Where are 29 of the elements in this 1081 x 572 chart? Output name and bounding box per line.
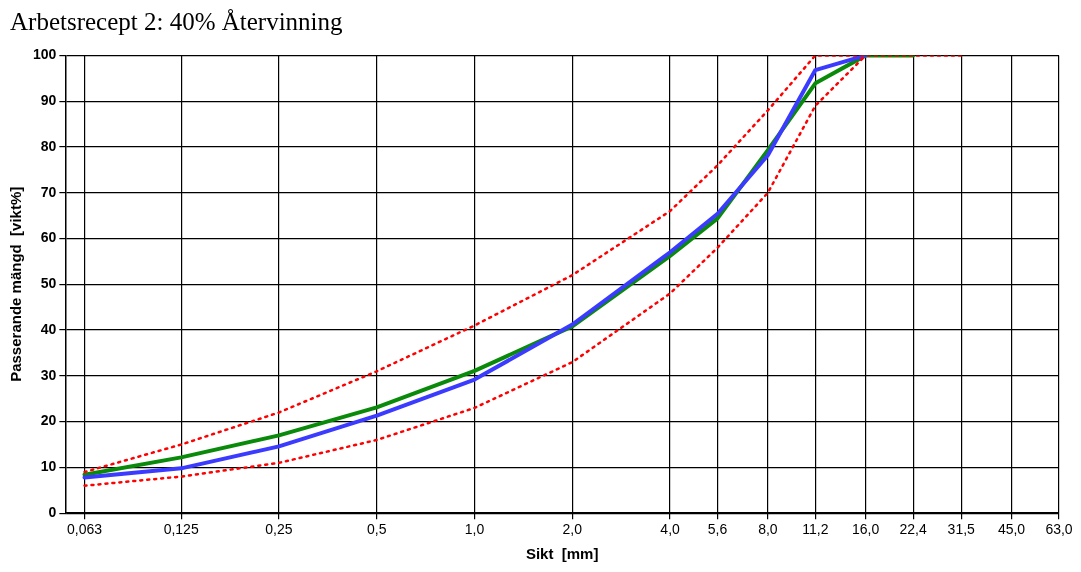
x-tick-label: 5,6 [707,521,728,538]
x-tick-label: 1,0 [464,521,485,538]
x-tick-label: 31,5 [947,521,976,538]
x-tick-label: 0,125 [163,521,199,538]
y-tick-label: 90 [40,92,57,109]
x-tick-label: 16,0 [852,521,880,538]
x-tick-label: 4,0 [660,521,681,538]
x-tick-label: 63,0 [1045,521,1073,538]
y-tick-label: 40 [40,320,57,337]
y-tick-label: 10 [40,458,57,475]
y-axis-title: Passerande mängd [vikt%] [7,186,25,382]
x-tick-label: 22,4 [899,521,927,538]
x-tick-label: 8,0 [758,521,778,538]
y-tick-label: 0 [48,504,57,521]
y-tick-label: 80 [40,137,57,154]
y-tick-label: 60 [40,229,57,246]
chart-title: Arbetsrecept 2: 40% Återvinning [10,8,343,36]
y-tick-label: 20 [40,412,57,429]
y-tick-label: 50 [40,275,57,292]
x-tick-label: 0,25 [265,521,293,538]
y-tick-label: 70 [40,183,57,200]
x-tick-label: 11,2 [802,521,829,538]
x-axis-title: Sikt [mm] [525,545,599,563]
y-tick-label: 100 [33,46,57,63]
x-tick-label: 0,5 [367,521,387,538]
x-tick-label: 45,0 [997,521,1026,538]
x-tick-label: 2,0 [562,521,583,538]
x-tick-label: 0,063 [66,521,103,538]
y-tick-label: 30 [40,366,57,383]
